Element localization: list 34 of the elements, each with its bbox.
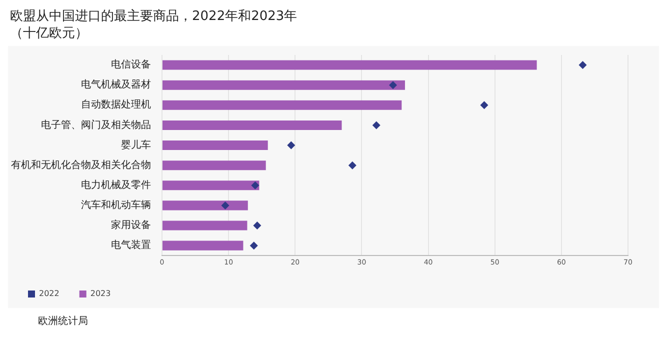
point [480, 101, 488, 110]
point [251, 181, 260, 190]
y-tick-label: 电信设备 [111, 58, 151, 71]
y-tick-label: 电力机械及零件 [81, 178, 151, 191]
y-tick-label: 电气机械及器材 [81, 78, 151, 91]
point [348, 161, 356, 170]
bar [162, 100, 402, 110]
point [578, 61, 587, 70]
y-tick-label: 汽车和机动车辆 [81, 199, 151, 212]
bar [162, 160, 266, 170]
bar [162, 220, 248, 230]
point [221, 201, 230, 210]
point [253, 222, 262, 230]
point [389, 81, 398, 90]
y-tick-label: 有机和无机化合物及相关化合物 [11, 158, 151, 171]
bar [162, 200, 248, 210]
text: 欧洲统计局 [38, 314, 89, 328]
chart-title: 欧盟从中国进口的最主要商品，2022年和2023年（十亿欧元） [10, 8, 298, 42]
y-tick-label: 婴儿车 [121, 138, 151, 151]
y-tick-label: 电子管、阀门及相关物品 [41, 118, 151, 131]
legend-label: 2023 [90, 289, 111, 298]
bar [162, 140, 268, 150]
bar [162, 180, 260, 190]
point [250, 242, 258, 250]
y-tick-label: 家用设备 [111, 219, 151, 232]
bar [162, 120, 342, 130]
bar [162, 60, 537, 70]
y-tick-label: 自动数据处理机 [81, 98, 151, 111]
legend-label: 2022 [39, 289, 60, 298]
point [287, 141, 296, 150]
bar [162, 80, 405, 90]
y-tick-label: 电气装置 [111, 239, 151, 252]
bar [162, 240, 244, 250]
point [372, 121, 380, 130]
